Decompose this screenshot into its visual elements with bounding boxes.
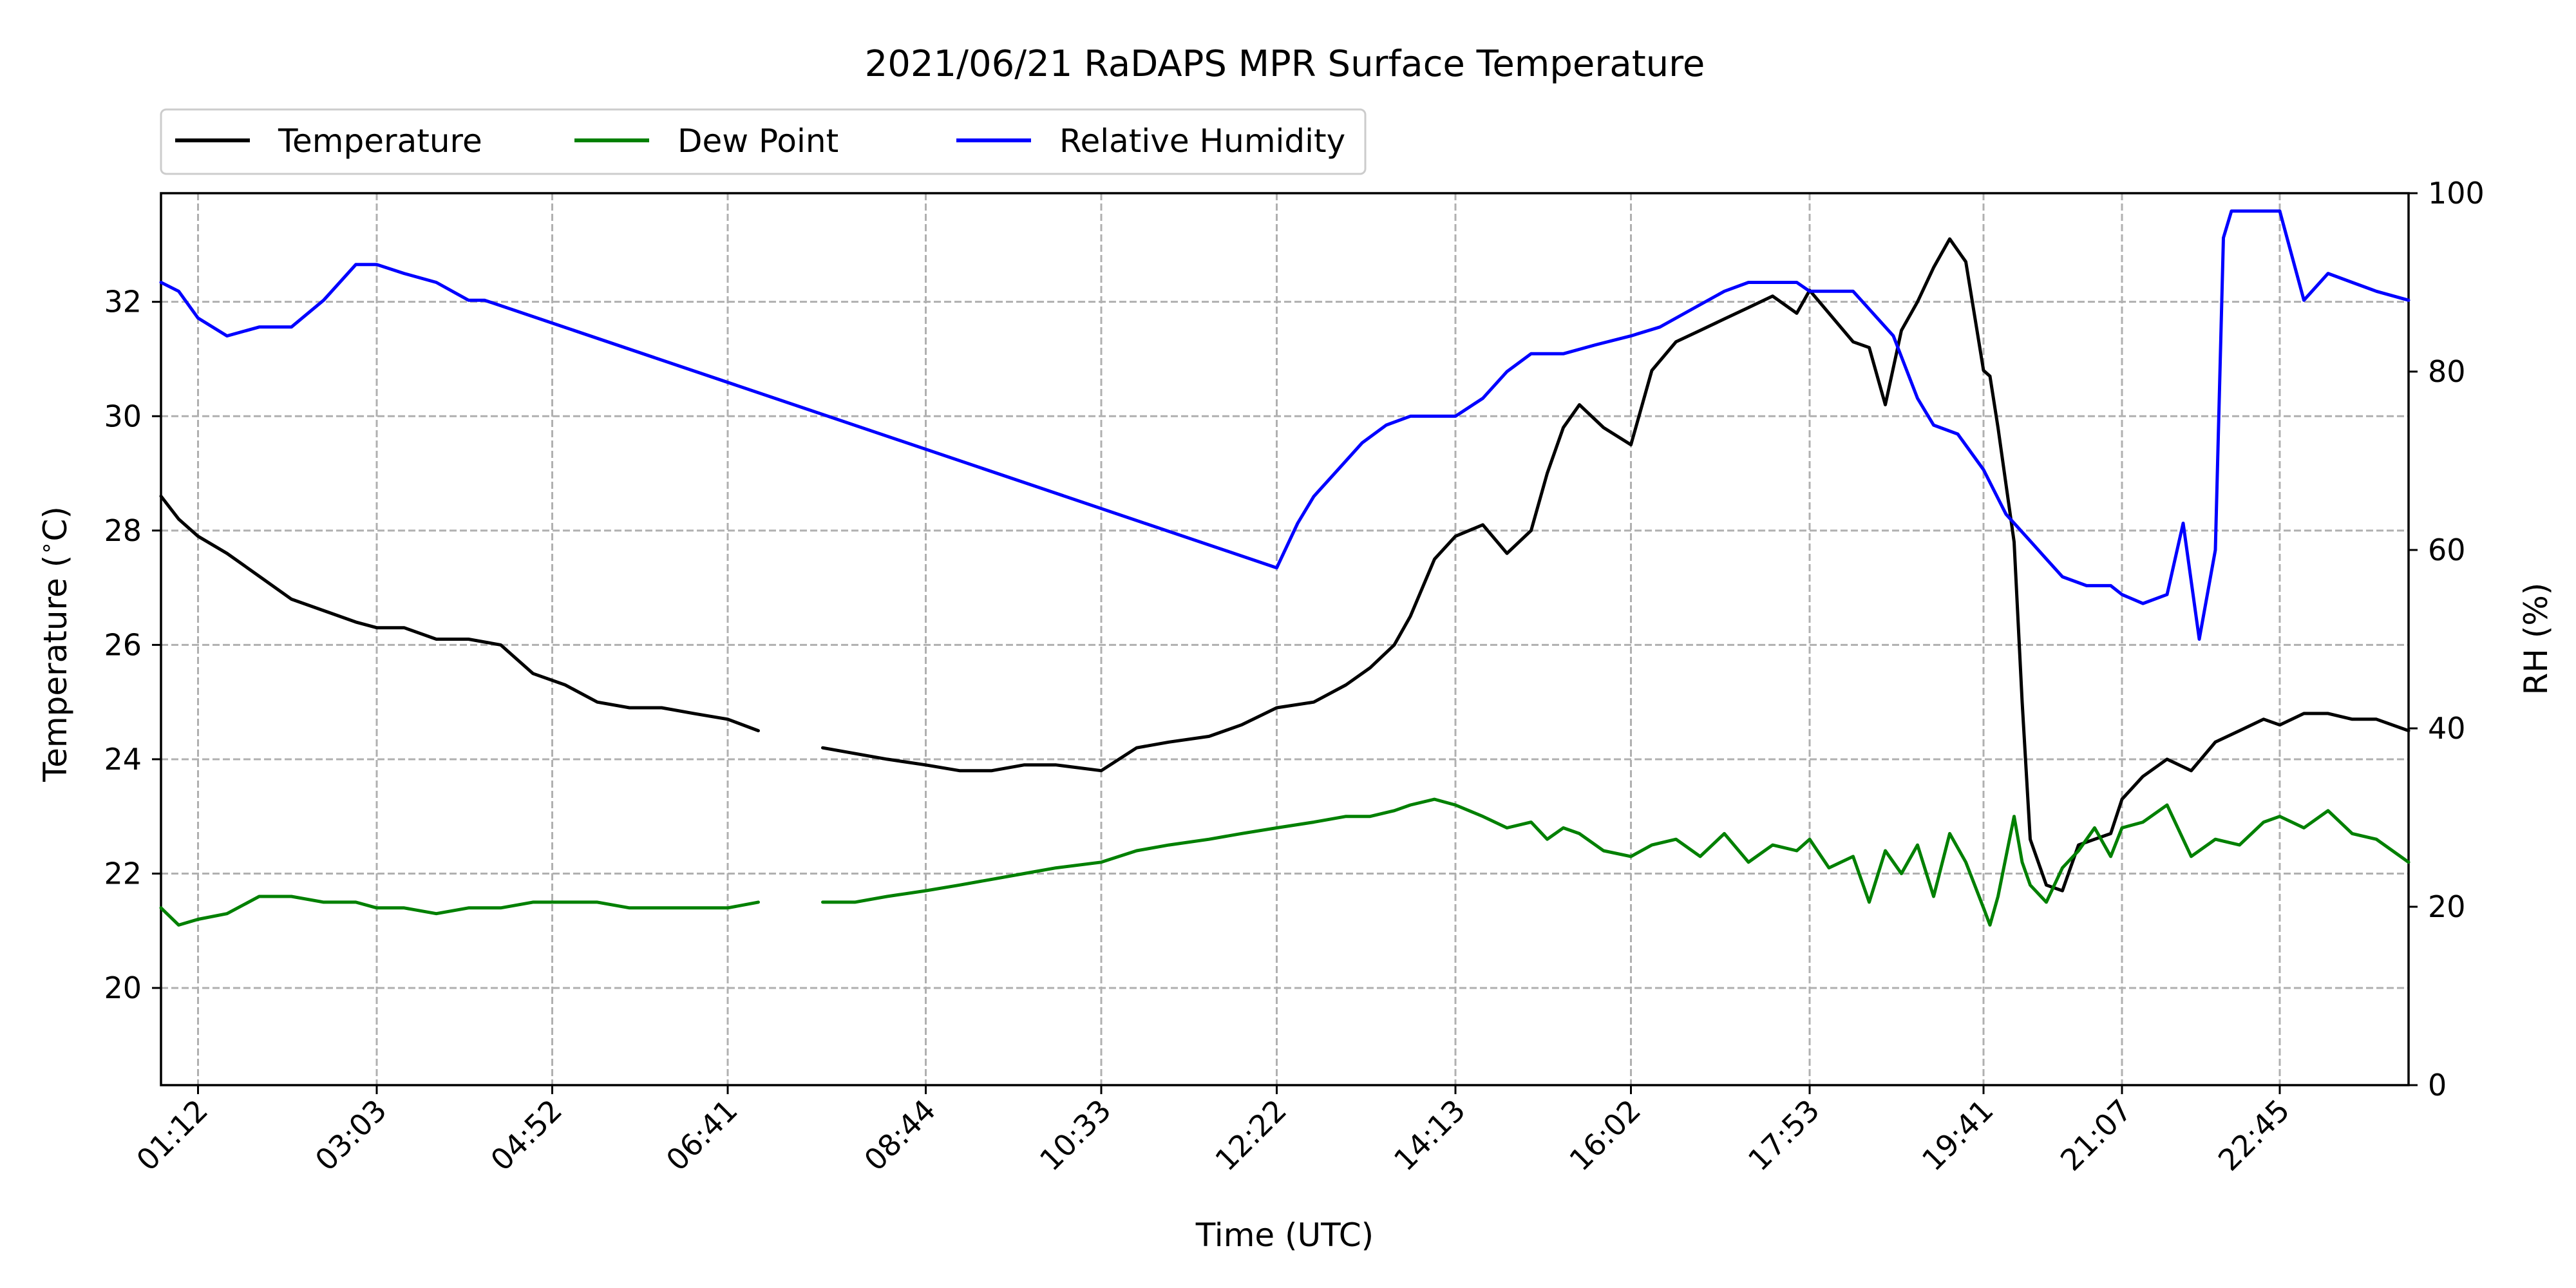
legend-label-temperature: Temperature (278, 122, 482, 160)
chart-title: 2021/06/21 RaDAPS MPR Surface Temperatur… (865, 43, 1705, 85)
x-axis-label: Time (UTC) (1195, 1217, 1374, 1254)
y2-tick-label: 60 (2428, 533, 2466, 567)
y-tick-label: 32 (104, 285, 142, 319)
y-tick-label: 28 (104, 513, 142, 548)
y-axis-label-part: C) (37, 506, 74, 541)
y-tick-label: 30 (104, 399, 142, 433)
legend: Temperature Dew Point Relative Humidity (160, 108, 1367, 175)
y-axis-label: Temperature (∘C) (33, 506, 74, 782)
relative-humidity-line (159, 209, 2410, 641)
y2-tick-label: 80 (2428, 354, 2466, 389)
temperature-line (159, 237, 2410, 893)
dew-point-line (159, 797, 2410, 927)
legend-frame (160, 108, 1367, 175)
y-tick-label: 22 (104, 857, 142, 891)
plot-area-frame (160, 192, 2410, 1086)
y-tick-label: 20 (104, 971, 142, 1005)
y2-tick-label: 20 (2428, 889, 2466, 924)
y2-axis-label: RH (%) (2517, 583, 2555, 696)
y-axis-left: 20 22 24 26 28 30 32 (104, 285, 161, 1005)
y-tick-label: 26 (104, 627, 142, 662)
y2-tick-label: 40 (2428, 711, 2466, 746)
y-axis-label-degree: ∘ (33, 542, 59, 555)
y2-tick-label: 100 (2428, 176, 2485, 211)
y-axis-label-part: Temperature ( (37, 555, 74, 782)
y-tick-label: 24 (104, 742, 142, 777)
y-axis-right: 0 20 40 60 80 100 (2409, 176, 2485, 1103)
legend-label-relative-humidity: Relative Humidity (1059, 122, 1345, 160)
legend-label-dew-point: Dew Point (677, 122, 838, 160)
series-layer (159, 209, 2410, 927)
y2-tick-label: 0 (2428, 1068, 2447, 1103)
grid (161, 193, 2409, 1085)
